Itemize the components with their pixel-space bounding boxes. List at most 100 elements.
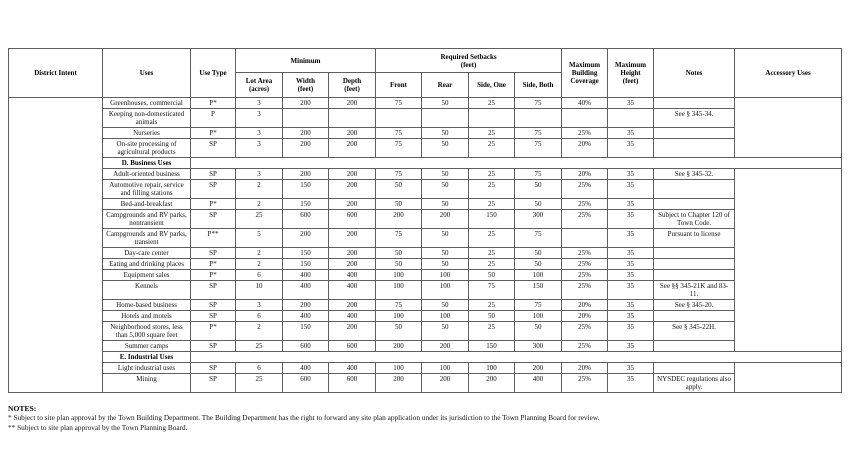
value-cell: 25% <box>561 321 609 341</box>
table-row: Mining SP 25 600 600 200 200 200 400 25% 35 NYSDEC … <box>9 373 842 393</box>
col-header-notes: Notes <box>653 48 736 98</box>
value-cell: 3 <box>235 168 283 180</box>
value-cell: SP <box>190 310 236 322</box>
value-cell: 75 <box>375 138 423 158</box>
value-cell: 150 <box>282 247 329 259</box>
notes-cell <box>653 269 736 281</box>
value-cell: 300 <box>514 340 563 352</box>
value-cell: 100 <box>421 269 470 281</box>
value-cell: 200 <box>327 127 377 139</box>
table-body: Greenhouses, commercial P* 3 200 200 75 50 25 75… <box>8 97 843 393</box>
notes-cell <box>653 362 736 374</box>
value-cell: SP <box>190 362 236 374</box>
value-cell: 75 <box>514 168 563 180</box>
value-cell: 35 <box>607 127 655 139</box>
value-cell: 50 <box>421 179 470 199</box>
value-cell <box>327 108 377 128</box>
col-header-use-type: Use Type <box>190 48 236 98</box>
value-cell: P* <box>190 97 236 109</box>
value-cell: 20% <box>561 299 609 311</box>
value-cell: 200 <box>327 168 377 180</box>
col-header-accessory-uses: Accessory Uses <box>734 48 843 98</box>
value-cell: 50 <box>514 247 563 259</box>
value-cell: P <box>190 108 236 128</box>
value-cell: 35 <box>607 373 655 393</box>
table-row: Day-care center SP 2 150 200 50 50 25 50 25% 35 <box>9 247 842 259</box>
value-cell: 400 <box>327 310 377 322</box>
value-cell: 200 <box>421 209 470 229</box>
section-spacer-cell <box>189 351 843 363</box>
notes-cell: Pursuant to license <box>653 228 736 248</box>
value-cell: 100 <box>421 310 470 322</box>
value-cell: 2 <box>235 198 283 210</box>
value-cell: 150 <box>282 179 329 199</box>
value-cell: 200 <box>327 228 377 248</box>
value-cell: 25% <box>561 179 609 199</box>
use-cell: Adult-oriented business <box>102 168 191 180</box>
value-cell <box>561 228 609 248</box>
value-cell: 200 <box>375 340 423 352</box>
table-row: Bed-and-breakfast P* 2 150 200 50 50 25 50 25% 35 <box>9 198 842 210</box>
value-cell: 600 <box>327 373 377 393</box>
value-cell: SP <box>190 247 236 259</box>
use-cell: Summer camps <box>102 340 191 352</box>
value-cell: 25 <box>468 168 516 180</box>
section-row: D. Business Uses <box>9 157 843 169</box>
value-cell <box>514 108 563 128</box>
use-cell: Hotels and motels <box>102 310 191 322</box>
value-cell: 200 <box>282 168 329 180</box>
use-cell: Light industrial uses <box>102 362 191 374</box>
col-header-max-building-coverage: Maximum Building Coverage <box>561 48 609 98</box>
use-cell: Bed-and-breakfast <box>102 198 191 210</box>
value-cell: 150 <box>468 340 516 352</box>
value-cell: 35 <box>607 138 655 158</box>
value-cell: 20% <box>561 310 609 322</box>
value-cell: 35 <box>607 258 655 270</box>
notes-cell <box>653 247 736 259</box>
value-cell: 50 <box>421 258 470 270</box>
value-cell: 40% <box>561 97 609 109</box>
value-cell: 25% <box>561 127 609 139</box>
value-cell: 200 <box>327 179 377 199</box>
value-cell: 200 <box>327 299 377 311</box>
value-cell: 50 <box>375 321 423 341</box>
notes-cell: NYSDEC regulations also apply. <box>653 373 736 393</box>
value-cell <box>421 108 470 128</box>
use-cell: Campgrounds and RV parks, transient <box>102 228 191 248</box>
accessory-uses-cell <box>734 97 843 158</box>
value-cell: SP <box>190 209 236 229</box>
value-cell: 50 <box>375 258 423 270</box>
col-header-district-intent: District Intent <box>8 48 103 98</box>
notes-cell <box>653 258 736 270</box>
value-cell: 200 <box>421 340 470 352</box>
table-row: Eating and drinking places P* 2 150 200 50 50 2… <box>9 258 842 270</box>
col-header-max-height: Maximum Height (feet) <box>607 48 655 98</box>
value-cell: 150 <box>282 321 329 341</box>
value-cell: 75 <box>514 127 563 139</box>
value-cell: P* <box>190 198 236 210</box>
col-header-lot-area: Lot Area (acres) <box>235 72 283 98</box>
value-cell: 35 <box>607 247 655 259</box>
value-cell: 20% <box>561 168 609 180</box>
value-cell: 35 <box>607 269 655 281</box>
value-cell: 200 <box>327 247 377 259</box>
value-cell: 3 <box>235 97 283 109</box>
header-row-groups: District Intent Uses Use Type Minimum Re… <box>8 48 843 98</box>
footnote-line: ** Subject to site plan approval by the … <box>8 422 188 432</box>
table-row: On-site processing of agricultural produ… <box>9 138 842 158</box>
value-cell: 20% <box>561 362 609 374</box>
value-cell: SP <box>190 138 236 158</box>
value-cell: 25 <box>235 209 283 229</box>
value-cell: 200 <box>327 97 377 109</box>
value-cell: 25 <box>468 127 516 139</box>
footnotes-title: NOTES: <box>8 404 37 413</box>
value-cell: 150 <box>282 258 329 270</box>
use-cell: Automotive repair, service and filling s… <box>102 179 191 199</box>
value-cell: 25% <box>561 280 609 300</box>
value-cell: 25% <box>561 258 609 270</box>
value-cell: 75 <box>375 127 423 139</box>
table-row: Home-based business SP 3 200 200 75 50 25 75 20% 3… <box>9 299 842 311</box>
value-cell: 75 <box>514 138 563 158</box>
value-cell: 200 <box>327 321 377 341</box>
